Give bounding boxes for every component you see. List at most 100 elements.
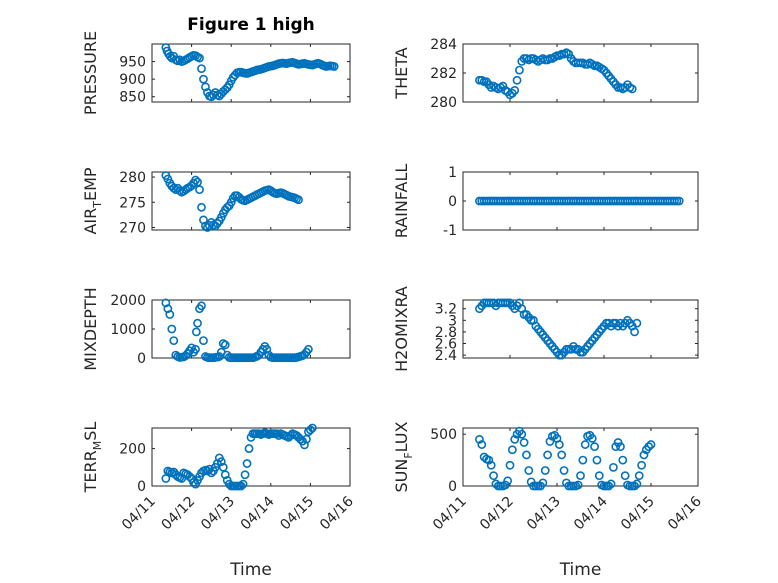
terr_msl-ylabel: TERRMSL [81, 422, 104, 494]
terr_msl-data-point [220, 470, 230, 480]
terr_msl-data-point [296, 434, 305, 444]
mixdepth-data-point [218, 339, 228, 348]
terr_msl-ylabel-subscript: M [91, 441, 104, 451]
sun_flux-data-point [592, 455, 602, 465]
subplot-mixdepth: 0 1000 2000 MIXDEPTH [81, 287, 351, 371]
terr_msl-data-point [242, 459, 252, 468]
sun_flux-data-point [554, 440, 564, 449]
sun_flux-ylabel-part2: LUX [392, 421, 411, 452]
sun_flux-xtick-label: 04/15 [618, 494, 658, 534]
sun_flux-data-point [590, 442, 599, 452]
sun_flux-data-point [578, 455, 588, 465]
sun_flux-xtick-label: 04/14 [571, 493, 611, 533]
air_temp-ytick-label: 275 [119, 195, 146, 211]
sun_flux-data-point [545, 437, 555, 446]
sun_flux-data-point [639, 450, 649, 460]
sun_flux-data-point [644, 442, 654, 452]
theta-data-point [627, 84, 637, 94]
sun_flux-data-point [634, 471, 644, 481]
sun_flux-data-point [587, 433, 597, 443]
terr_msl-data-point [216, 457, 226, 467]
terr_msl-data-point [206, 468, 216, 478]
theta-ylabel: THETA [392, 47, 411, 99]
air_temp-data-point [191, 175, 200, 185]
sun_flux-data-point [620, 471, 630, 481]
sun_flux-xtick-label: 04/11 [430, 494, 470, 534]
sun_flux-data-point [573, 480, 583, 490]
air_temp-data-point [175, 186, 185, 196]
pressure-data-point [199, 74, 208, 84]
terr_msl-xtick-label: 04/13 [198, 494, 238, 534]
sun_flux-data-point [538, 478, 548, 488]
sun_flux-data-point [505, 460, 515, 470]
terr_msl-ytick-label: 0 [137, 479, 146, 495]
sun_flux-ylabel-subscript: F [402, 452, 415, 458]
sun_flux-ylabel: SUNFLUX [392, 421, 415, 492]
sun_flux-data-point [503, 476, 513, 486]
sun_flux-data-point [559, 466, 569, 475]
sun_flux-data-point [477, 440, 487, 449]
subplot-terr_msl: 0 200 TERRMSL 04/11 04/12 04/13 04/14 04/15 04/1… [81, 422, 357, 580]
sun_flux-data-point [606, 479, 616, 489]
terr_msl-ytick-label: 200 [119, 442, 146, 458]
mixdepth-data-point [187, 343, 196, 353]
terr_msl-data-point [274, 431, 284, 440]
mixdepth-data-point [163, 304, 173, 314]
pressure-ytick-label: 900 [119, 72, 146, 88]
theta-data-point [515, 65, 524, 75]
sun_flux-data-point [540, 466, 550, 475]
terr_msl-xtick-label: 04/16 [317, 493, 357, 533]
pressure-data-point [197, 64, 206, 74]
sun_flux-ytick-label: 500 [430, 427, 457, 443]
rainfall-ytick-label: 0 [448, 194, 457, 210]
air_temp-ylabel-subscript: T [91, 201, 104, 209]
mixdepth-data-point [304, 344, 313, 354]
sun_flux-data-point [632, 479, 642, 489]
sun_flux-data-point [486, 460, 496, 470]
mixdepth-data-point [199, 336, 208, 345]
mixdepth-ylabel: MIXDEPTH [81, 287, 100, 370]
theta-ytick-label: 284 [430, 37, 457, 53]
figure-title: Figure 1 high [187, 15, 315, 35]
theta-ytick-label: 280 [430, 95, 457, 111]
air_temp-ylabel: AIRTEMP [81, 167, 104, 234]
terr_msl-data-point [240, 470, 250, 480]
sun_flux-data-point [618, 455, 628, 465]
sun_flux-data-point [557, 450, 567, 460]
terr_msl-xtick-label: 04/11 [119, 494, 159, 534]
sun_flux-xtick-label: 04/13 [524, 494, 564, 534]
air_temp-data-point [197, 202, 206, 212]
h2omixra-ytick-label: 3 [448, 313, 457, 329]
air_temp-ylabel-part1: AIR [81, 208, 100, 235]
h2omixra-data-point [632, 318, 642, 328]
h2omixra-ytick-label: 2.4 [435, 348, 457, 364]
mixdepth-data-point [262, 344, 272, 354]
air_temp-ylabel-part2: EMP [81, 167, 100, 201]
rainfall-ytick-label: 1 [448, 165, 457, 181]
h2omixra-ytick-label: 3.2 [435, 302, 457, 318]
subplot-theta: 280 282 284 THETA [392, 37, 699, 111]
terr_msl-data-point [236, 481, 246, 491]
subplot-air_temp: 270 275 280 AIRTEMP [81, 167, 351, 236]
mixdepth-axes-frame [151, 299, 351, 359]
sun_flux-data-point [609, 462, 618, 472]
terr_msl-data-point [272, 429, 282, 439]
sun_flux-data-point [475, 434, 484, 444]
mixdepth-data-point [214, 352, 224, 361]
air_temp-data-point [193, 177, 202, 187]
pressure-data-point [175, 55, 185, 65]
theta-data-point [498, 81, 508, 91]
sun_flux-data-point [484, 455, 494, 465]
terr_msl-data-point [305, 425, 315, 435]
h2omixra-ytick-label: 2.6 [435, 337, 457, 353]
pressure-ylabel: PRESSURE [81, 31, 100, 115]
mixdepth-data-point [167, 324, 177, 334]
pressure-ytick-label: 850 [119, 90, 146, 106]
sun_flux-ytick-label: 0 [448, 479, 457, 495]
mixdepth-ytick-label: 1000 [110, 322, 146, 338]
theta-data-point [510, 86, 520, 95]
air_temp-ytick-label: 280 [119, 170, 146, 186]
